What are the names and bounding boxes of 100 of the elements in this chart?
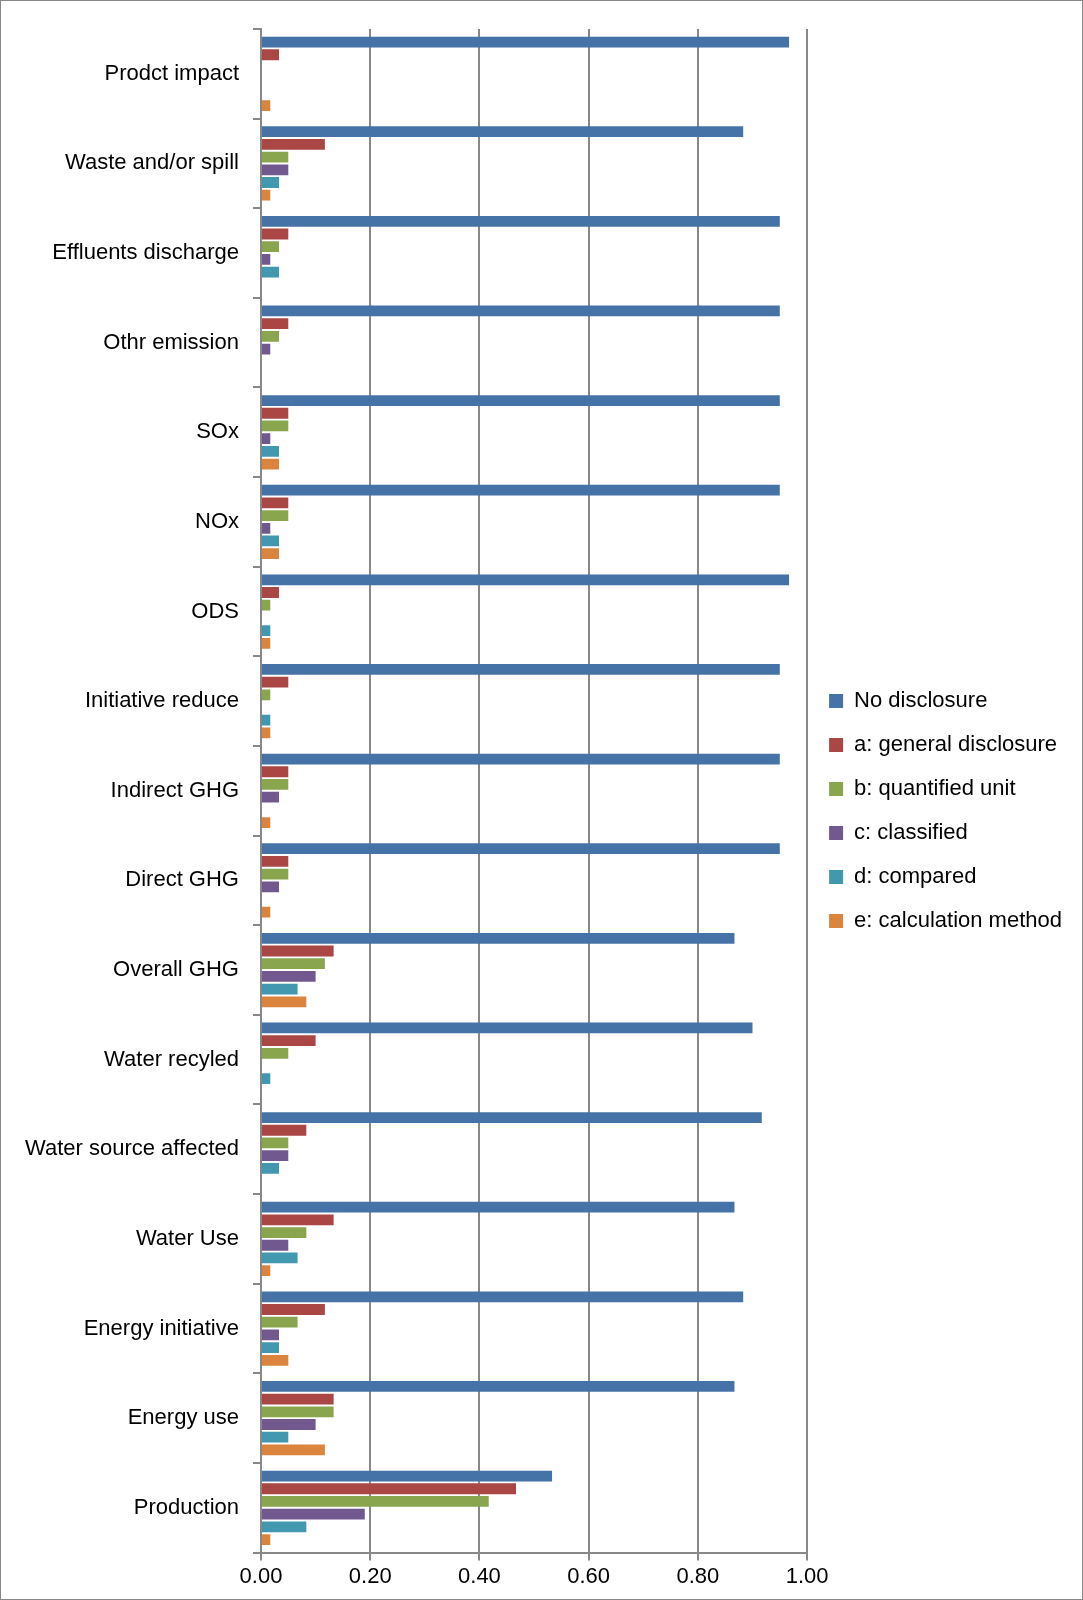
bar (262, 1201, 735, 1213)
bar (262, 1214, 334, 1226)
bar (262, 522, 271, 534)
bar (262, 1035, 316, 1047)
bar (262, 664, 780, 675)
bar (262, 215, 780, 227)
bar (262, 164, 289, 176)
y-tick-label: Overall GHG (113, 956, 239, 982)
bar (262, 510, 289, 521)
y-tick-label: Othr emission (103, 328, 239, 354)
bar (262, 177, 280, 188)
bar (262, 714, 271, 726)
bar (262, 305, 780, 317)
y-tick-label: Direct GHG (125, 866, 239, 892)
bar (262, 855, 289, 867)
bar (262, 574, 790, 586)
bar (262, 241, 280, 253)
x-tick-label: 0.40 (458, 1562, 501, 1588)
bar (262, 766, 289, 778)
bar (262, 1508, 365, 1520)
legend-label: a: general disclosure (854, 731, 1058, 757)
bar (262, 753, 780, 765)
bar (262, 36, 790, 48)
bar (262, 497, 289, 509)
bar (262, 868, 289, 880)
bar (262, 1342, 280, 1353)
bar (262, 945, 334, 957)
bar (262, 1291, 744, 1303)
bar (262, 445, 280, 457)
y-tick-label: Prodct impact (104, 59, 239, 85)
legend-label: c: classified (854, 819, 968, 845)
bar (262, 1496, 489, 1507)
y-tick-label: Water source affected (25, 1135, 239, 1161)
bar (262, 676, 289, 688)
bar (262, 1534, 271, 1545)
bar (262, 228, 289, 240)
bar (262, 1112, 762, 1123)
bar (262, 548, 280, 560)
bar (262, 1329, 280, 1341)
bar (262, 727, 271, 739)
bar (262, 1137, 289, 1149)
bar (262, 343, 271, 355)
bar (262, 484, 780, 496)
bar (262, 458, 280, 470)
bar (262, 689, 271, 701)
bar (262, 1354, 289, 1366)
bar (262, 1022, 753, 1034)
bar (262, 625, 271, 636)
y-tick-label: ODS (191, 597, 239, 623)
bar (262, 817, 271, 828)
bar (262, 587, 280, 598)
bar (262, 996, 307, 1008)
bar (262, 1393, 334, 1405)
bar (262, 906, 271, 918)
bar (262, 1047, 289, 1059)
bar (262, 791, 280, 803)
bar (262, 1252, 298, 1264)
legend-label: e: calculation method (854, 907, 1062, 933)
bar (262, 1124, 307, 1136)
bar (262, 330, 280, 342)
legend-label: d: compared (854, 863, 977, 889)
bar (262, 318, 289, 330)
bar (262, 1227, 307, 1238)
bar (262, 254, 271, 265)
x-tick-label: 0.60 (567, 1562, 611, 1588)
bar (262, 971, 316, 982)
x-tick-label: 1.00 (785, 1562, 829, 1588)
bar (262, 932, 735, 944)
bar (262, 881, 280, 893)
y-tick-label: Production (133, 1493, 239, 1519)
bar (262, 983, 298, 995)
bar (262, 1316, 298, 1328)
y-tick-label: Water Use (135, 1224, 239, 1250)
bar (262, 1406, 334, 1418)
x-tick-label: 0.80 (676, 1562, 720, 1588)
bar (262, 1162, 280, 1174)
bar (262, 1304, 325, 1315)
x-tick-label: 0.20 (348, 1562, 392, 1588)
bar (262, 138, 325, 150)
y-tick-label: Water recyled (104, 1045, 239, 1071)
bar (262, 395, 780, 406)
y-tick-label: Waste and/or spill (64, 149, 239, 175)
bar (262, 843, 780, 855)
y-tick-label: Initiative reduce (84, 687, 239, 713)
bar (262, 1431, 289, 1443)
y-tick-label: NOx (195, 507, 239, 533)
legend-label: No disclosure (854, 687, 988, 713)
bar (262, 1381, 735, 1392)
bar (262, 151, 289, 163)
y-tick-label: Effluents discharge (52, 239, 239, 265)
y-tick-label: Energy use (127, 1404, 239, 1430)
bar (262, 1239, 289, 1251)
bar (262, 407, 289, 419)
legend-label: b: quantified unit (854, 775, 1016, 801)
bar (262, 1073, 271, 1085)
y-tick-label: SOx (196, 418, 239, 444)
y-tick-label: Energy initiative (83, 1314, 239, 1340)
bar (262, 189, 271, 201)
bar (262, 266, 280, 278)
bar (262, 1419, 316, 1430)
